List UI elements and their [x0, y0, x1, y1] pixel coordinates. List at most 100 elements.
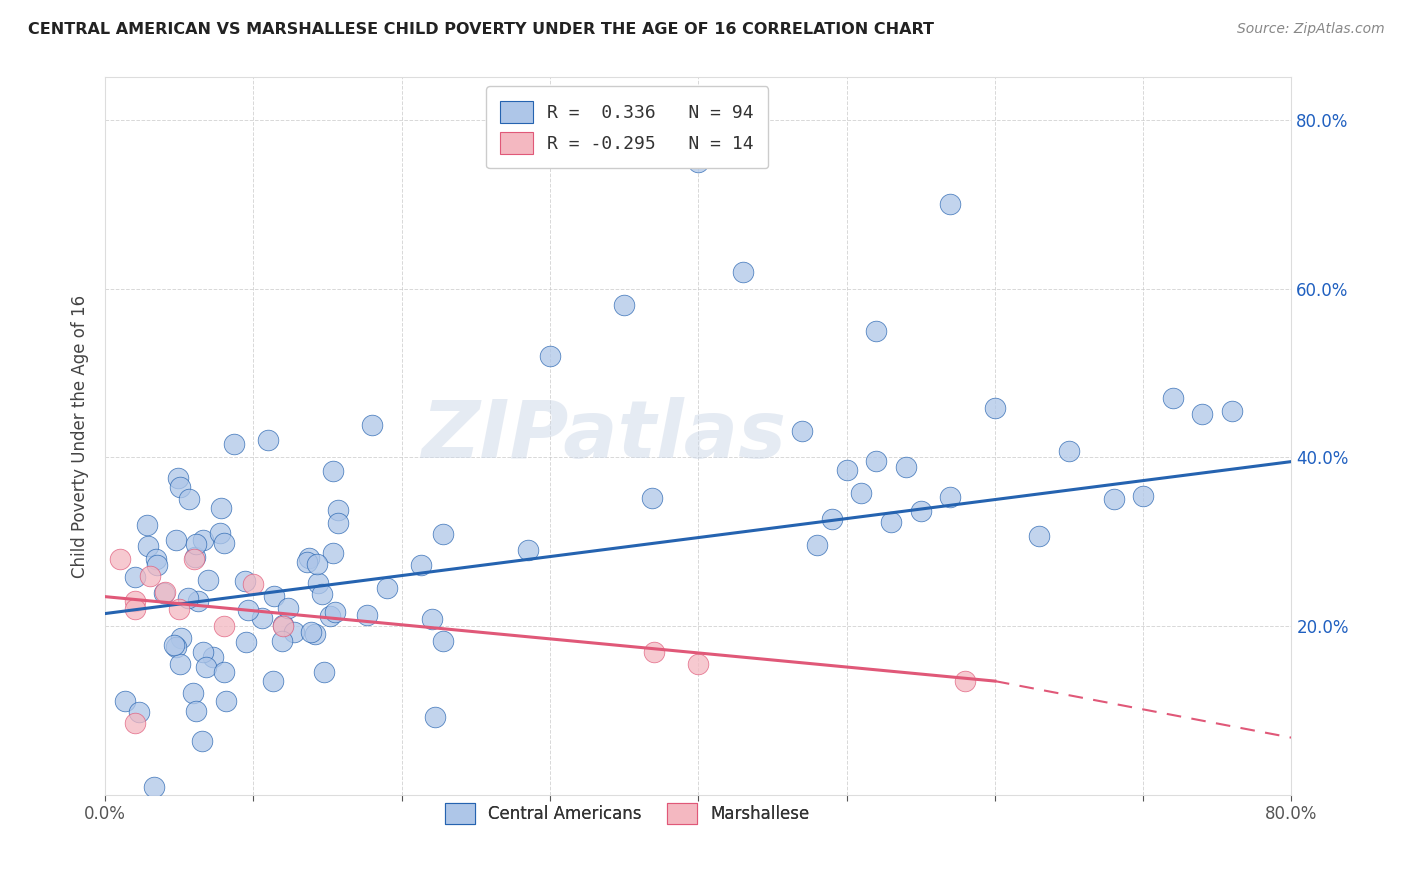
Point: [215, 694, 238, 708]
Point: [641, 491, 664, 506]
Point: [322, 545, 344, 559]
Point: [209, 500, 232, 515]
Point: [731, 265, 754, 279]
Point: [152, 585, 174, 599]
Point: [271, 619, 294, 633]
Point: [235, 574, 257, 589]
Point: [235, 635, 257, 649]
Legend: Central Americans, Marshallese: Central Americans, Marshallese: [432, 790, 823, 837]
Point: [271, 618, 294, 632]
Point: [432, 527, 454, 541]
Point: [835, 462, 858, 476]
Point: [326, 502, 349, 516]
Point: [165, 533, 187, 547]
Point: [208, 525, 231, 540]
Point: [375, 582, 398, 596]
Point: [910, 503, 932, 517]
Point: [301, 624, 323, 639]
Point: [865, 324, 887, 338]
Point: [212, 619, 235, 633]
Point: [894, 460, 917, 475]
Point: [1057, 443, 1080, 458]
Point: [191, 734, 214, 748]
Point: [153, 585, 176, 599]
Point: [304, 626, 326, 640]
Point: [880, 515, 903, 529]
Text: CENTRAL AMERICAN VS MARSHALLESE CHILD POVERTY UNDER THE AGE OF 16 CORRELATION CH: CENTRAL AMERICAN VS MARSHALLESE CHILD PO…: [28, 22, 934, 37]
Point: [314, 665, 336, 679]
Point: [124, 602, 146, 616]
Point: [806, 538, 828, 552]
Point: [124, 594, 146, 608]
Point: [1028, 529, 1050, 543]
Point: [939, 197, 962, 211]
Point: [322, 464, 344, 478]
Point: [128, 706, 150, 720]
Point: [169, 480, 191, 494]
Point: [643, 644, 665, 658]
Point: [191, 533, 214, 547]
Point: [356, 608, 378, 623]
Point: [145, 558, 167, 572]
Point: [283, 625, 305, 640]
Point: [432, 633, 454, 648]
Point: [538, 349, 561, 363]
Point: [955, 674, 977, 689]
Point: [257, 434, 280, 448]
Point: [250, 610, 273, 624]
Point: [1132, 489, 1154, 503]
Point: [124, 716, 146, 731]
Point: [236, 603, 259, 617]
Point: [939, 490, 962, 504]
Point: [688, 657, 710, 672]
Point: [361, 418, 384, 433]
Point: [307, 558, 329, 572]
Point: [170, 631, 193, 645]
Point: [409, 558, 432, 572]
Point: [136, 539, 159, 553]
Point: [1191, 407, 1213, 421]
Point: [319, 609, 342, 624]
Point: [136, 517, 159, 532]
Point: [202, 649, 225, 664]
Point: [145, 552, 167, 566]
Point: [177, 591, 200, 605]
Point: [167, 470, 190, 484]
Point: [242, 577, 264, 591]
Text: Source: ZipAtlas.com: Source: ZipAtlas.com: [1237, 22, 1385, 37]
Point: [792, 424, 814, 438]
Point: [138, 568, 160, 582]
Y-axis label: Child Poverty Under the Age of 16: Child Poverty Under the Age of 16: [72, 294, 89, 578]
Point: [163, 638, 186, 652]
Point: [311, 587, 333, 601]
Text: ZIPatlas: ZIPatlas: [420, 397, 786, 475]
Point: [224, 437, 246, 451]
Point: [184, 704, 207, 718]
Point: [688, 154, 710, 169]
Point: [851, 486, 873, 500]
Point: [143, 780, 166, 794]
Point: [865, 454, 887, 468]
Point: [423, 709, 446, 723]
Point: [179, 492, 201, 507]
Point: [263, 589, 285, 603]
Point: [517, 543, 540, 558]
Point: [298, 551, 321, 566]
Point: [307, 576, 329, 591]
Point: [124, 569, 146, 583]
Point: [183, 551, 205, 566]
Point: [214, 665, 236, 679]
Point: [191, 645, 214, 659]
Point: [984, 401, 1007, 415]
Point: [108, 551, 131, 566]
Point: [297, 555, 319, 569]
Point: [165, 640, 187, 654]
Point: [114, 693, 136, 707]
Point: [420, 612, 443, 626]
Point: [183, 549, 205, 564]
Point: [197, 573, 219, 587]
Point: [187, 594, 209, 608]
Point: [270, 633, 292, 648]
Point: [326, 516, 349, 530]
Point: [169, 657, 191, 671]
